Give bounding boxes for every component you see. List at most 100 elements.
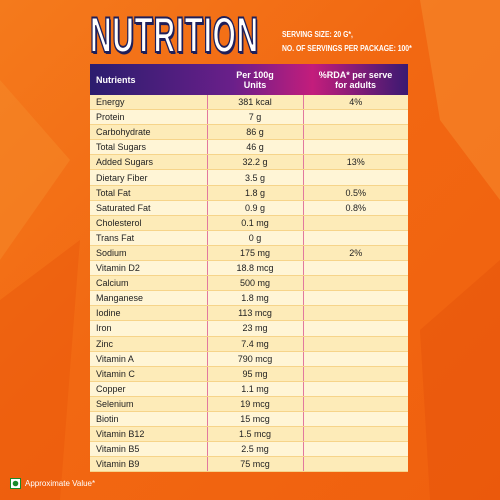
header-line: for adults [334,79,376,90]
table-row: Total Sugars 46 g [90,139,408,156]
table-cell: 1.8 mg [206,290,304,307]
table-cell [303,305,408,322]
table-cell: 3.5 g [206,169,304,186]
table-cell: 2% [303,245,408,262]
table-row: Selenium 19 mcg [90,396,408,412]
table-cell [303,426,408,443]
serving-size: SERVING SIZE: 20 G*, [282,30,353,39]
table-cell [303,290,408,307]
table-cell [303,139,408,156]
table-cell: 75 mcg [206,456,304,473]
table-cell: 19 mcg [206,396,304,412]
bg-shape [0,80,70,260]
table-cell: Vitamin A [90,351,207,367]
table-cell [303,351,408,367]
table-cell: Iodine [90,305,207,322]
table-cell: 1.5 mcg [206,426,304,443]
veg-icon [10,478,21,489]
table-cell: 1.8 g [206,185,304,201]
table-cell: 0.1 mg [206,215,304,231]
veg-dot [12,480,19,487]
servings-per-package: NO. OF SERVINGS PER PACKAGE: 100* [282,44,412,53]
table-row: Iodine 113 mcg [90,305,408,322]
table-cell: Protein [90,109,207,126]
table-cell [303,366,408,382]
table-cell [303,109,408,126]
table-cell: 7 g [206,109,304,126]
table-cell: 86 g [206,124,304,141]
table-cell [303,275,408,292]
table-cell: 175 mg [206,245,304,262]
title: NUTRITION [89,6,259,64]
column-header: Per 100g Units [207,64,303,95]
column-header: Nutrients [90,64,207,95]
table-cell: Vitamin B9 [90,456,207,473]
table-row: Protein 7 g [90,109,408,126]
table-cell [303,396,408,412]
table-cell: Iron [90,320,207,337]
table-row: Vitamin B5 2.5 mg [90,441,408,458]
table-cell: Carbohydrate [90,124,207,141]
table-cell: 7.4 mg [206,336,304,352]
table-row: Carbohydrate 86 g [90,124,408,141]
table-cell: 46 g [206,139,304,156]
table-row: Manganese 1.8 mg [90,290,408,307]
table-row: Added Sugars 32.2 g 13% [90,154,408,171]
table-row: Energy 381 kcal 4% [90,95,408,111]
table-cell [303,411,408,428]
table-cell: Dietary Fiber [90,169,207,186]
table-cell: 0.5% [303,185,408,201]
table-row: Copper 1.1 mg [90,381,408,397]
bg-shape [420,260,500,500]
table-cell: 23 mg [206,320,304,337]
table-cell: Trans Fat [90,230,207,246]
nutrition-table: Nutrients Per 100g Units %RDA* per serve for… [90,64,408,473]
table-cell [303,169,408,186]
footer: Approximate Value* [10,478,95,489]
column-header: %RDA* per serve for adults [303,64,408,95]
table-cell: Vitamin B12 [90,426,207,443]
table-cell [303,215,408,231]
table-cell: Vitamin C [90,366,207,382]
table-cell: Copper [90,381,207,397]
table-cell: Total Sugars [90,139,207,156]
table-cell: 95 mg [206,366,304,382]
table-cell: 4% [303,95,408,111]
table-row: Zinc 7.4 mg [90,336,408,352]
table-row: Vitamin D2 18.8 mcg [90,260,408,277]
table-row: Vitamin A 790 mcg [90,351,408,367]
table-row: Iron 23 mg [90,320,408,337]
bg-shape [420,0,500,200]
table-row: Calcium 500 mg [90,275,408,292]
table-cell: 15 mcg [206,411,304,428]
table-cell: 32.2 g [206,154,304,171]
table-row: Vitamin C 95 mg [90,366,408,382]
table-cell: Added Sugars [90,154,207,171]
table-cell: 381 kcal [206,95,304,111]
table-cell: 790 mcg [206,351,304,367]
table-cell: 0.9 g [206,200,304,216]
table-row: Saturated Fat 0.9 g 0.8% [90,200,408,216]
table-cell: 18.8 mcg [206,260,304,277]
table-cell [303,260,408,277]
header-line: Per 100g [236,69,274,80]
bg-shape [0,240,80,500]
table-cell: 500 mg [206,275,304,292]
table-cell [303,230,408,246]
table-cell: Energy [90,95,207,111]
table-cell: Cholesterol [90,215,207,231]
table-cell: 0 g [206,230,304,246]
table-cell [303,381,408,397]
table-cell: Manganese [90,290,207,307]
table-cell: 13% [303,154,408,171]
table-row: Biotin 15 mcg [90,411,408,428]
table-cell: Zinc [90,336,207,352]
header-line: Nutrients [96,74,136,85]
header-row: Nutrients Per 100g Units %RDA* per serve for… [90,64,408,95]
table-row: Trans Fat 0 g [90,230,408,246]
table-cell: Selenium [90,396,207,412]
header-line: Units [243,79,267,90]
table-cell [303,441,408,458]
table-cell: Calcium [90,275,207,292]
